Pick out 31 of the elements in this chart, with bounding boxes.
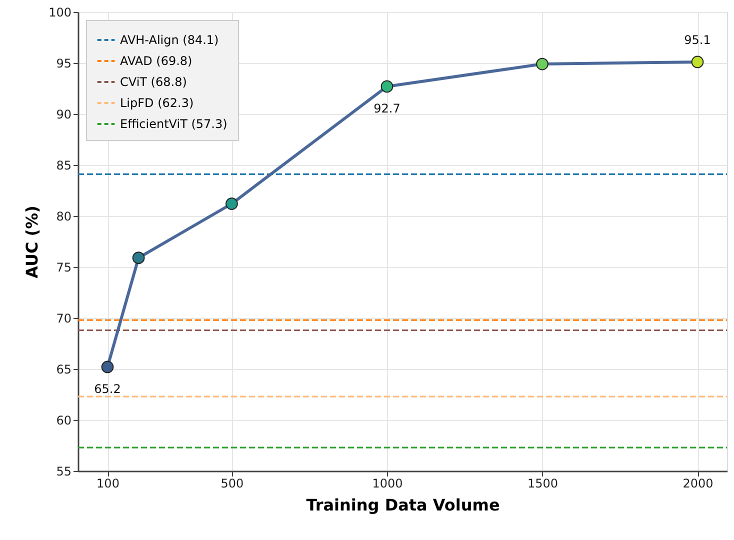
data-label: 95.1 (684, 32, 711, 47)
legend-label: CViT (68.8) (120, 75, 187, 89)
x-tick-label: 1500 (527, 476, 558, 490)
y-tick-label: 60 (56, 414, 72, 428)
data-label: 92.7 (374, 101, 400, 116)
x-tick-label: 500 (220, 476, 244, 490)
y-tick-label: 85 (56, 158, 72, 172)
y-tick-label: 95 (56, 56, 72, 70)
point (380, 80, 394, 93)
point (226, 198, 238, 210)
y-tick-label: 65 (56, 362, 72, 376)
point (132, 252, 145, 264)
data-label: 65.2 (94, 382, 121, 396)
x-tick-label: 1000 (372, 476, 403, 490)
point (536, 58, 548, 70)
legend-label: LipFD (62.3) (120, 96, 194, 110)
y-tick-label: 55 (56, 464, 72, 478)
y-tick-label: 80 (56, 210, 72, 224)
point (101, 360, 114, 374)
y-tick-label: 90 (56, 108, 72, 122)
x-tick-label: 2000 (682, 476, 714, 490)
y-tick-label: 75 (56, 260, 72, 274)
y-tick-label: 70 (56, 312, 72, 326)
y-axis-title: AUC (%) (22, 206, 42, 278)
point (691, 56, 704, 68)
legend-label: AVAD (69.8) (120, 54, 192, 68)
legend-label: EfficientViT (57.3) (120, 117, 228, 131)
x-axis-title: Training Data Volume (306, 496, 500, 514)
y-tick-label: 100 (48, 6, 72, 20)
x-tick-label: 100 (96, 476, 120, 490)
legend-label: AVH-Align (84.1) (120, 33, 219, 47)
